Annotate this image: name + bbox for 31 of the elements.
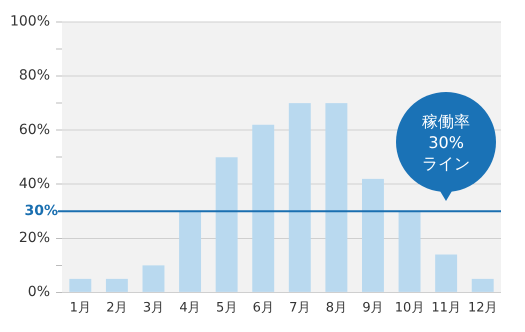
bar [435, 254, 458, 292]
x-tick-label: 9月 [362, 300, 384, 316]
ref-line-label: 30% [24, 202, 58, 219]
x-tick-label: 1月 [70, 300, 91, 316]
x-tick-label: 10月 [394, 300, 424, 316]
y-tick-label: 100% [10, 14, 50, 30]
bar [106, 278, 128, 292]
bar [398, 211, 421, 292]
x-tick-label: 7月 [289, 300, 310, 316]
bar [216, 157, 238, 292]
bar [288, 103, 311, 292]
x-tick-label: 4月 [179, 300, 201, 316]
bar [325, 103, 348, 292]
y-tick-label: 0% [28, 284, 50, 300]
y-tick-label: 20% [18, 230, 50, 246]
x-tick-label: 3月 [142, 300, 164, 316]
bar [179, 211, 202, 292]
x-tick-label: 5月 [216, 300, 238, 316]
bar [69, 278, 92, 292]
bar [142, 265, 164, 292]
x-tick-label: 11月 [431, 300, 461, 316]
bar [252, 124, 274, 292]
x-tick-label: 8月 [326, 300, 348, 316]
y-tick-label: 80% [18, 68, 50, 84]
x-tick-label: 12月 [468, 300, 498, 316]
y-tick-label: 40% [18, 176, 50, 192]
x-tick-label: 2月 [106, 300, 128, 316]
y-tick-label: 60% [18, 122, 50, 138]
x-tick-label: 6月 [252, 300, 274, 316]
bar [472, 278, 494, 292]
bar [362, 178, 384, 292]
